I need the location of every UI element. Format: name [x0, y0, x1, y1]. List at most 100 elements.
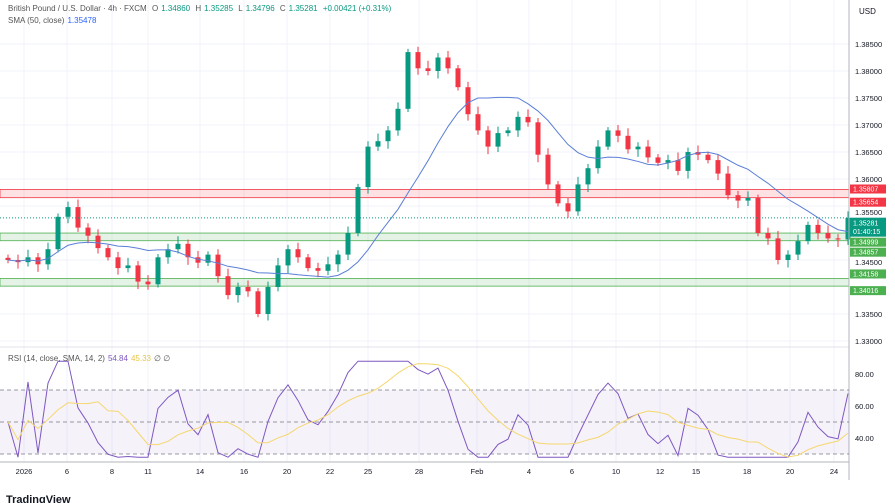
sma-legend[interactable]: SMA (50, close) 1.35478 — [8, 16, 99, 25]
zone-price-label: 1.34999 — [853, 240, 878, 247]
candle-body — [765, 233, 771, 239]
time-tick-label: 18 — [743, 467, 751, 476]
candle-body — [215, 254, 221, 277]
candle-body — [265, 287, 271, 314]
candle-body — [595, 146, 601, 169]
candle-body — [255, 291, 261, 314]
time-tick-label: 6 — [570, 467, 574, 476]
time-tick-label: 28 — [415, 467, 423, 476]
time-tick-label: 14 — [196, 467, 204, 476]
candle-body — [535, 122, 541, 155]
candle-body — [475, 114, 481, 131]
time-tick-label: 8 — [110, 467, 114, 476]
symbol-legend: British Pound / U.S. Dollar · 4h · FXCM … — [8, 4, 394, 13]
zone-price-tag — [850, 286, 886, 296]
zone-red — [0, 189, 850, 199]
candle-body — [835, 238, 841, 240]
candle-body — [485, 130, 491, 147]
candle-body — [45, 249, 51, 265]
candle-body — [755, 197, 761, 233]
time-tick-label: Feb — [471, 467, 484, 476]
candle-body — [415, 52, 421, 69]
candle-body — [325, 264, 331, 271]
candle-body — [295, 249, 301, 258]
candle-body — [465, 87, 471, 115]
time-tick-label: 25 — [364, 467, 372, 476]
price-tick-label: 1.33500 — [855, 310, 882, 319]
zone-price-label: 1.35807 — [853, 187, 878, 194]
candle-body — [385, 130, 391, 142]
change-value: +0.00421 (+0.31%) — [322, 4, 392, 13]
candle-body — [115, 257, 121, 269]
candle-body — [735, 195, 741, 201]
candle-body — [85, 227, 91, 236]
rsi-tick-label: 60.00 — [855, 402, 874, 411]
low-value: 1.34796 — [245, 4, 275, 13]
price-tick-label: 1.36500 — [855, 148, 882, 157]
zone-price-tag — [850, 237, 886, 247]
last-price-label: 1.35281 — [853, 221, 878, 228]
candle-body — [375, 141, 381, 147]
candle-body — [315, 268, 321, 271]
zone-price-tag — [850, 269, 886, 279]
price-tick-label: 1.38500 — [855, 40, 882, 49]
open-value: 1.34860 — [161, 4, 191, 13]
candle-body — [655, 157, 661, 163]
time-tick-label: 20 — [786, 467, 794, 476]
candle-body — [245, 287, 251, 292]
rsi-sma-line — [7, 363, 849, 458]
rsi-legend[interactable]: RSI (14, close, SMA, 14, 2) 54.84 45.33 ∅ ∅ — [8, 354, 173, 363]
zone-price-tag — [850, 197, 886, 207]
candle-body — [365, 146, 371, 188]
candle-body — [105, 248, 111, 258]
candle-body — [665, 160, 671, 163]
zone-green — [0, 232, 850, 242]
close-value: 1.35281 — [288, 4, 318, 13]
candle-body — [425, 68, 431, 71]
time-tick-label: 11 — [144, 467, 152, 476]
candle-body — [805, 224, 811, 242]
time-tick-label: 12 — [656, 467, 664, 476]
visibility-icon[interactable]: ∅ ∅ — [154, 354, 171, 363]
rsi-tick-label: 80.00 — [855, 370, 874, 379]
low-label: L — [238, 4, 243, 13]
candle-body — [725, 173, 731, 196]
candle-body — [55, 216, 61, 250]
candle-body — [685, 152, 691, 171]
rsi-value: 54.84 — [107, 354, 128, 363]
zone-green — [0, 278, 850, 287]
candle-body — [235, 287, 241, 296]
time-tick-label: 2026 — [16, 467, 33, 476]
countdown-label: 01:40:15 — [853, 229, 880, 236]
candle-body — [65, 207, 71, 217]
candle-body — [565, 203, 571, 212]
candle-body — [285, 249, 291, 266]
candle-body — [845, 217, 851, 240]
candle-body — [715, 160, 721, 174]
price-tick-label: 1.33000 — [855, 337, 882, 346]
candle-body — [815, 224, 821, 233]
candle-body — [585, 168, 591, 185]
candle-body — [505, 130, 511, 134]
candle-body — [335, 254, 341, 265]
price-tick-label: 1.38000 — [855, 67, 882, 76]
candle-body — [145, 281, 151, 285]
candle-body — [605, 130, 611, 147]
price-tick-label: 1.35500 — [855, 208, 882, 217]
candle-body — [705, 154, 711, 161]
price-tick-label: 1.36000 — [855, 175, 882, 184]
candle-body — [445, 57, 451, 69]
candle-body — [355, 187, 361, 233]
time-tick-label: 20 — [283, 467, 291, 476]
candle-body — [625, 135, 631, 150]
candle-body — [225, 276, 231, 296]
candle-body — [785, 254, 791, 260]
candle-body — [635, 146, 641, 150]
rsi-tick-label: 40.00 — [855, 434, 874, 443]
candle-body — [155, 257, 161, 285]
rsi-label: RSI (14, close, SMA, 14, 2) — [8, 354, 105, 363]
candle-body — [525, 116, 531, 123]
close-label: C — [279, 4, 286, 13]
